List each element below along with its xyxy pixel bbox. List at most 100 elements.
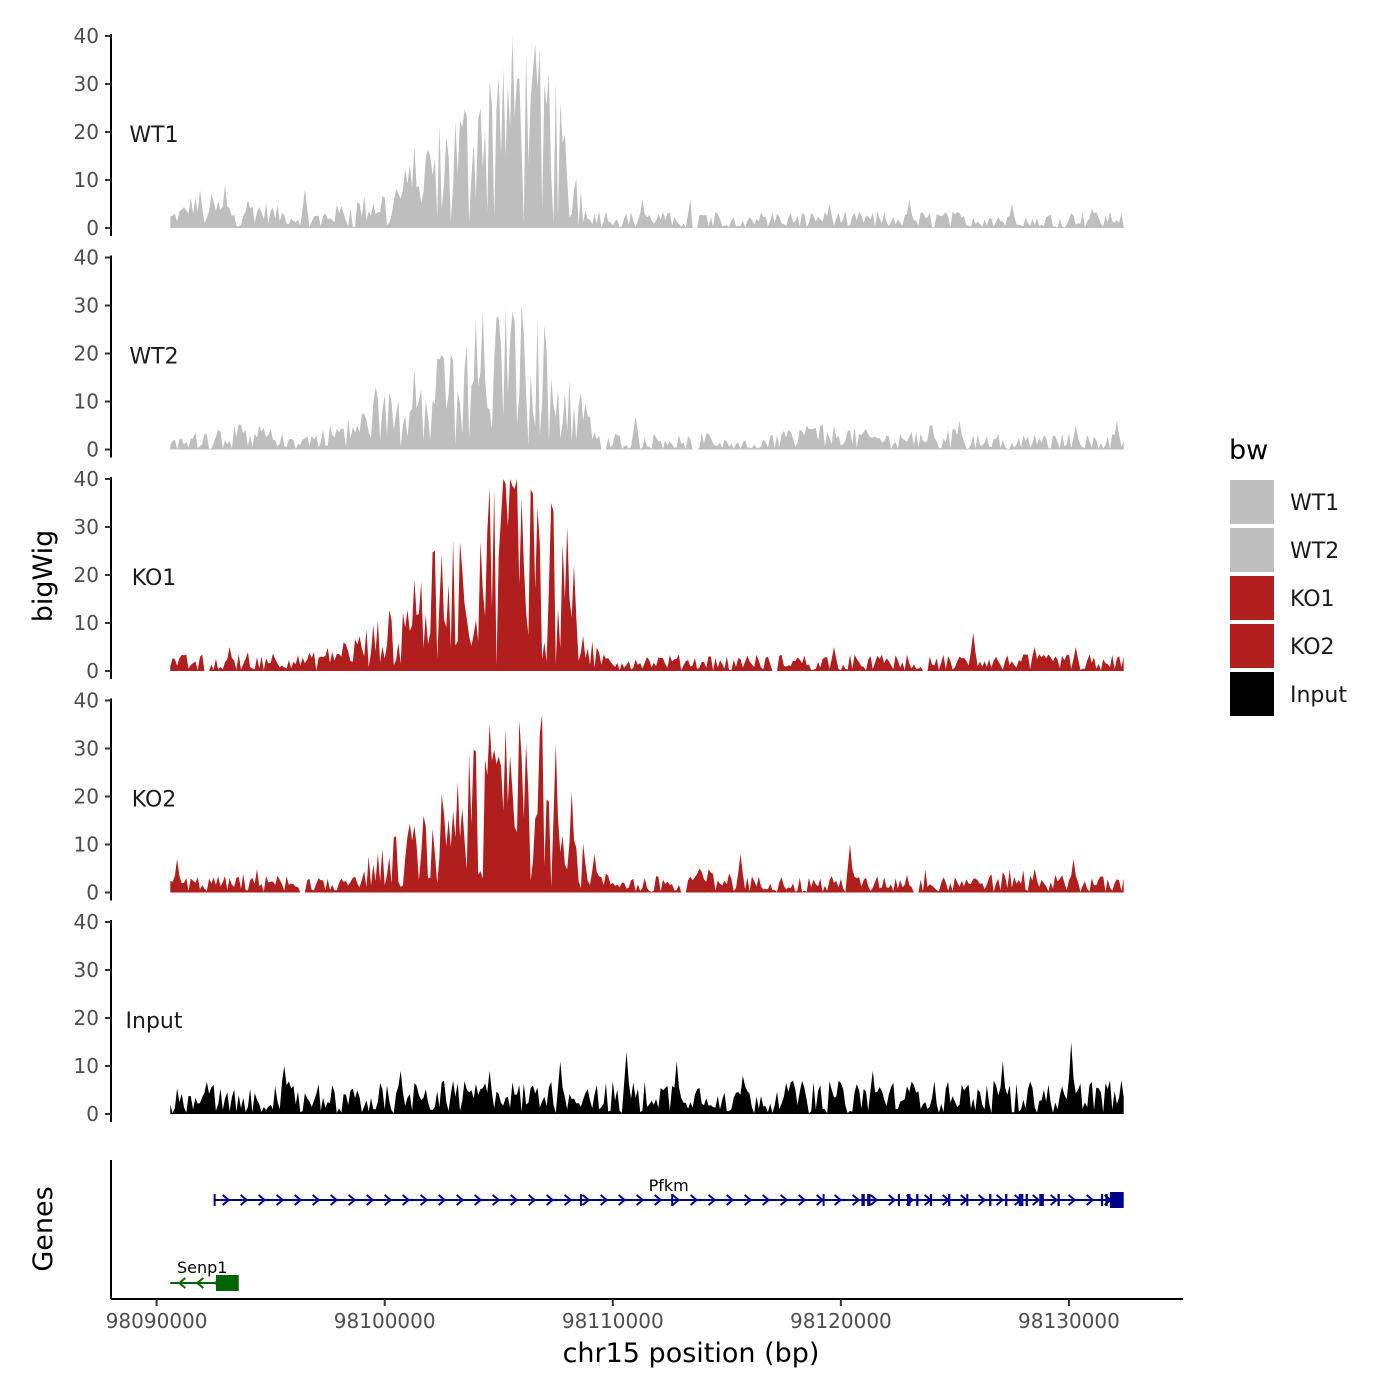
legend-label: WT2 [1290, 539, 1339, 564]
track-ko1: 0 10 20 30 40 KO1 [74, 467, 1124, 683]
y-tick-label: 30 [74, 737, 99, 761]
exon [948, 1194, 951, 1206]
strand-arrow [869, 1194, 879, 1206]
y-tick-label: 20 [74, 120, 99, 144]
genes-panel: Genes Pfkm Senp1 [28, 1160, 1124, 1299]
exon [861, 1194, 865, 1206]
track-label: KO1 [132, 566, 177, 591]
strand-arrow [851, 1194, 861, 1206]
exon [213, 1194, 216, 1206]
genes-axis-title: Genes [28, 1186, 59, 1271]
strand-arrow [977, 1194, 987, 1206]
track-label: WT1 [129, 123, 178, 148]
legend-swatch [1230, 528, 1274, 572]
legend-swatch [1230, 672, 1274, 716]
strand-arrow [527, 1194, 537, 1206]
legend-item-wt2: WT2 [1230, 528, 1339, 572]
strand-arrow [833, 1194, 843, 1206]
coverage-area-ko1 [170, 479, 1124, 671]
exon [671, 1194, 674, 1206]
strand-arrow [653, 1194, 663, 1206]
strand-arrow [995, 1194, 1005, 1206]
coverage-tracks: 0 10 20 30 40 WT1 0 10 20 30 40 WT2 0 10 20 30 40 KO1 0 10 2… [74, 24, 1124, 1126]
strand-arrow [617, 1194, 627, 1206]
legend: bw WT1 WT2 KO1 KO2 Input [1229, 435, 1347, 716]
track-wt2: 0 10 20 30 40 WT2 [74, 246, 1124, 462]
strand-arrow [509, 1194, 519, 1206]
strand-arrow [311, 1194, 321, 1206]
track-label: KO2 [132, 788, 177, 813]
gene-models: Pfkm Senp1 [170, 1176, 1124, 1291]
y-tick-label: 40 [74, 24, 99, 48]
exon [215, 1275, 239, 1291]
legend-label: KO2 [1290, 635, 1335, 660]
gene-label: Senp1 [177, 1258, 227, 1277]
strand-arrow [365, 1194, 375, 1206]
legend-title: bw [1229, 435, 1268, 466]
strand-arrow [743, 1194, 753, 1206]
y-axis-title: bigWig [28, 530, 59, 623]
y-tick-label: 10 [74, 611, 99, 635]
exon [1005, 1194, 1008, 1206]
exon [989, 1194, 992, 1206]
exon [1018, 1194, 1024, 1206]
y-tick-label: 10 [74, 833, 99, 857]
track-wt1: 0 10 20 30 40 WT1 [74, 24, 1124, 240]
strand-arrow [599, 1194, 609, 1206]
strand-arrow [545, 1194, 555, 1206]
y-tick-label: 40 [74, 246, 99, 270]
strand-arrow [779, 1194, 789, 1206]
y-tick-label: 0 [86, 438, 99, 462]
gene-pfkm: Pfkm [213, 1176, 1124, 1208]
y-tick-label: 20 [74, 342, 99, 366]
y-tick-label: 20 [74, 1006, 99, 1030]
y-tick-label: 30 [74, 958, 99, 982]
x-axis-ticks: 98090000 98100000 98110000 98120000 98130000 [106, 1299, 1120, 1333]
strand-arrow [401, 1194, 411, 1206]
y-tick-label: 0 [86, 659, 99, 683]
strand-arrow [221, 1194, 231, 1206]
legend-items: WT1 WT2 KO1 KO2 Input [1230, 480, 1347, 716]
legend-item-ko1: KO1 [1230, 576, 1335, 620]
legend-swatch [1230, 576, 1274, 620]
strand-arrow [689, 1194, 699, 1206]
y-tick-label: 0 [86, 881, 99, 905]
coverage-area-wt2 [170, 304, 1124, 450]
strand-arrow [797, 1194, 807, 1206]
track-input: 0 10 20 30 40 Input [74, 910, 1124, 1126]
gene-label: Pfkm [649, 1176, 689, 1195]
strand-arrow [1067, 1194, 1077, 1206]
exon [1105, 1194, 1108, 1206]
exon [579, 1194, 582, 1206]
y-tick-label: 30 [74, 72, 99, 96]
exon [1110, 1192, 1124, 1208]
track-label: Input [126, 1009, 183, 1034]
x-tick-label: 98120000 [790, 1309, 892, 1333]
strand-arrow [671, 1194, 681, 1206]
strand-arrow [293, 1194, 303, 1206]
strand-arrow [383, 1194, 393, 1206]
exon [822, 1194, 825, 1206]
x-tick-label: 98090000 [106, 1309, 208, 1333]
track-label: WT2 [129, 345, 178, 370]
y-tick-label: 40 [74, 910, 99, 934]
strand-arrow [563, 1194, 573, 1206]
exon [907, 1194, 911, 1206]
strand-arrow [419, 1194, 429, 1206]
exon [916, 1194, 919, 1206]
strand-arrow [761, 1194, 771, 1206]
strand-arrow [329, 1194, 339, 1206]
strand-arrow [491, 1194, 501, 1206]
exon [1057, 1194, 1060, 1206]
exon [867, 1194, 871, 1206]
strand-arrow [1049, 1194, 1059, 1206]
coverage-area-wt1 [170, 36, 1124, 228]
strand-arrow [635, 1194, 645, 1206]
legend-label: KO1 [1290, 587, 1335, 612]
y-tick-label: 20 [74, 563, 99, 587]
y-tick-label: 10 [74, 390, 99, 414]
x-axis-title: chr15 position (bp) [563, 1338, 820, 1369]
strand-arrow [1085, 1194, 1095, 1206]
gene-senp1: Senp1 [170, 1258, 239, 1291]
